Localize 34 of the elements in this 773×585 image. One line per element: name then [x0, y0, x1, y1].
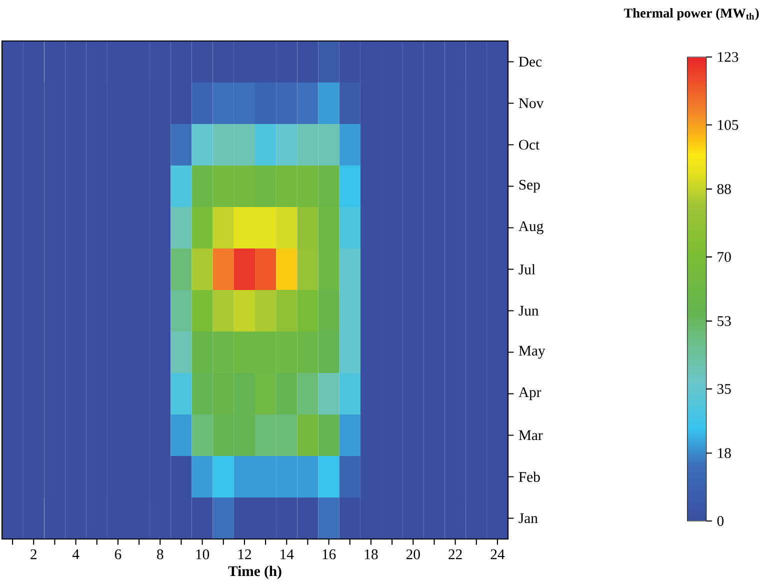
x-axis-title: Time (h) — [228, 566, 282, 580]
y-tick-label: Nov — [518, 98, 544, 108]
x-tick-label: 8 — [157, 549, 164, 560]
y-tick-label: Aug — [518, 221, 544, 234]
x-tick-label: 24 — [490, 549, 505, 560]
y-tick-label: Jul — [518, 264, 536, 274]
x-tick-label: 10 — [196, 549, 210, 560]
y-tick-label: Jun — [518, 306, 539, 316]
y-tick-label: Feb — [518, 472, 540, 482]
x-tick-label: 22 — [448, 549, 462, 560]
y-tick-label: Sep — [519, 180, 540, 193]
x-tick-label: 12 — [238, 549, 251, 560]
y-tick-label: Oct — [519, 140, 540, 150]
color-bar-label: 123 — [718, 52, 738, 62]
color-bar-label: 35 — [717, 384, 731, 394]
x-tick-label: 2 — [30, 549, 36, 560]
color-bar-label: 105 — [718, 120, 738, 130]
color-bar-label: 0 — [717, 516, 724, 526]
color-bar-label: 70 — [718, 252, 731, 262]
y-tick-label: May — [518, 346, 546, 359]
color-bar-label: 53 — [718, 316, 731, 326]
y-tick-label: Jan — [518, 513, 538, 524]
x-tick-label: 16 — [322, 549, 336, 560]
color-bar-label: 18 — [718, 448, 731, 458]
x-tick-label: 4 — [72, 549, 80, 560]
y-tick-label: Mar — [518, 430, 543, 440]
color-bar-label: 88 — [717, 184, 731, 194]
y-tick-label: Apr — [518, 387, 542, 400]
color-bar-title: Thermal power (MW$_{th}$) — [624, 8, 759, 20]
x-tick-label: 18 — [364, 549, 378, 560]
y-tick-label: Dec — [518, 56, 542, 67]
x-tick-label: 20 — [406, 549, 420, 560]
x-tick-label: 6 — [114, 549, 122, 560]
x-tick-label: 14 — [280, 549, 294, 560]
